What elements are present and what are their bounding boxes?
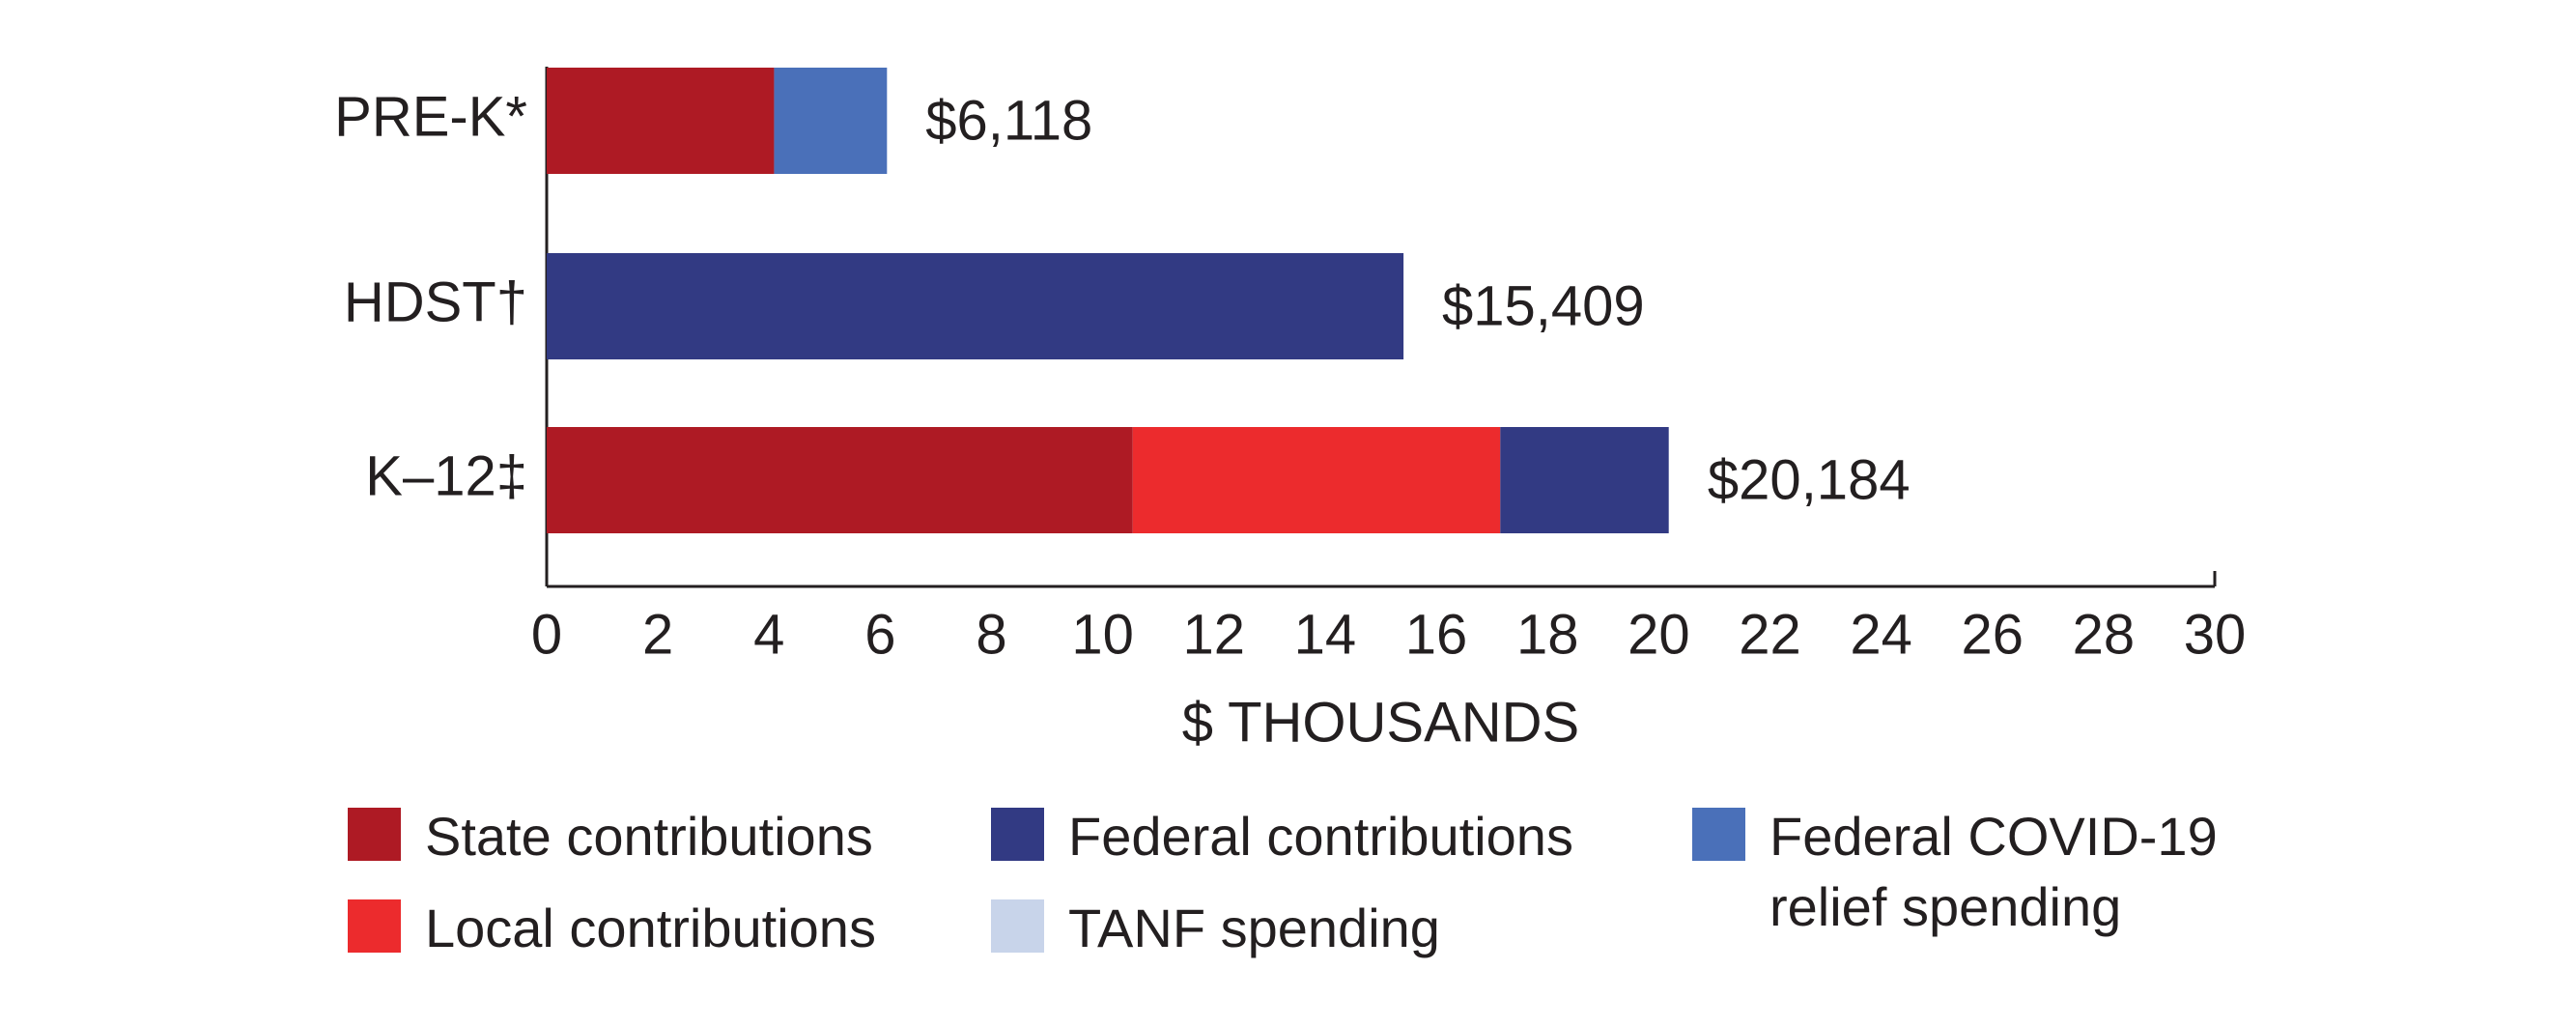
total-label: $6,118 [925, 89, 1092, 152]
y-tick-label: K–12‡ [365, 444, 527, 507]
legend-label: Federal COVID-19 relief spending [1769, 806, 2218, 937]
x-tick-label: 12 [1183, 603, 1246, 666]
bar-segment [1132, 427, 1501, 533]
bar-segment [774, 68, 888, 174]
legend-item: Federal COVID-19 relief spending [1692, 802, 2233, 943]
x-tick-label: 16 [1405, 603, 1468, 666]
legend-item: Local contributions [348, 894, 1024, 964]
legend-item: TANF spending [991, 894, 1686, 964]
x-tick-label: 14 [1294, 603, 1357, 666]
total-label: $20,184 [1708, 448, 1911, 511]
legend-label: State contributions [425, 806, 873, 867]
x-tick-label: 8 [976, 603, 1006, 666]
x-axis-title: $ THOUSANDS [1182, 691, 1579, 754]
legend-swatch [1692, 808, 1745, 861]
bar-segment [547, 68, 775, 174]
bar-segment [547, 253, 1404, 359]
y-tick-label: HDST† [344, 271, 527, 333]
legend-swatch [991, 899, 1044, 953]
legend-label: Federal contributions [1068, 806, 1573, 867]
x-tick-label: 6 [864, 603, 895, 666]
x-tick-label: 4 [753, 603, 784, 666]
x-tick-label: 2 [642, 603, 673, 666]
bar-segment [1500, 427, 1669, 533]
x-tick-label: 10 [1071, 603, 1134, 666]
x-tick-label: 28 [2073, 603, 2136, 666]
x-tick-label: 0 [531, 603, 562, 666]
x-tick-label: 26 [1961, 603, 2024, 666]
bar-segment [547, 427, 1133, 533]
y-tick-label: PRE-K* [334, 85, 527, 148]
x-tick-label: 20 [1628, 603, 1690, 666]
x-tick-label: 30 [2184, 603, 2247, 666]
x-tick-label: 22 [1739, 603, 1801, 666]
legend-label: Local contributions [425, 898, 876, 958]
x-tick-label: 18 [1516, 603, 1579, 666]
legend-label: TANF spending [1068, 898, 1440, 958]
legend-item: Federal contributions [991, 802, 1686, 872]
x-tick-label: 24 [1850, 603, 1912, 666]
legend-swatch [348, 899, 401, 953]
total-label: $15,409 [1442, 274, 1645, 337]
legend-swatch [991, 808, 1044, 861]
legend-item: State contributions [348, 802, 1024, 872]
legend-swatch [348, 808, 401, 861]
